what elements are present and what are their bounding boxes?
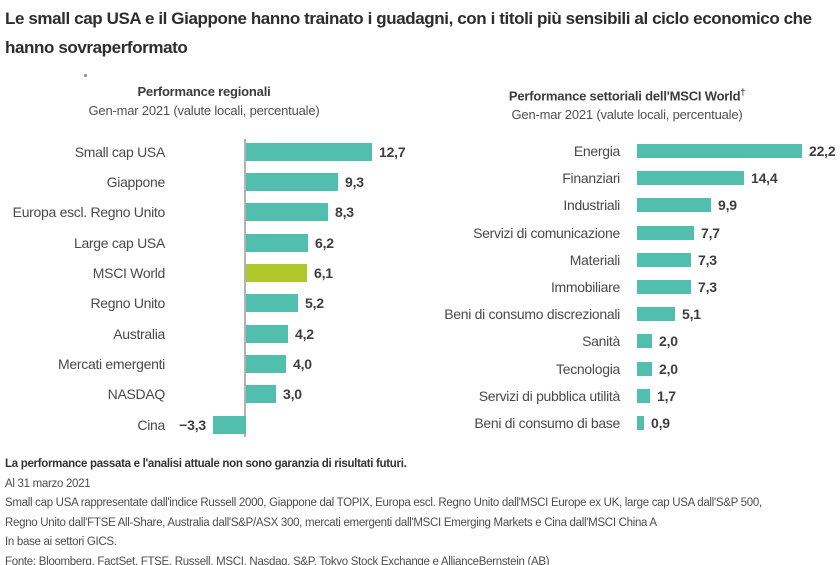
bar [637,388,650,403]
category-label: Servizi di pubblica utilità [478,387,621,404]
footnotes: La performance passata e l'analisi attua… [5,455,838,565]
value-label: 0,9 [651,415,670,431]
value-label: 3,0 [283,386,302,403]
category-label: Tecnologia [556,360,620,377]
bar [246,233,308,252]
footnote-line: Regno Unito dall'FTSE All-Share, Austral… [5,516,657,529]
bar [246,324,288,343]
category-label: Materiali [569,251,621,268]
category-label: Cina [137,416,165,433]
value-label: 6,1 [314,264,333,281]
bar [637,334,652,349]
category-label: Beni di consumo di base [474,415,620,431]
value-label: −3,3 [179,416,206,433]
bar [637,144,802,158]
category-label: Immobiliare [550,279,620,295]
value-label: 2,0 [659,360,678,377]
value-label: 2,0 [659,333,678,350]
footnote-line: In base ai settori GICS. [5,536,117,549]
bar [637,416,644,430]
category-label: Europa escl. Regno Unito [12,204,166,221]
bar [246,354,286,373]
category-label: Sanità [582,333,620,350]
left-chart-title: Performance regionali [137,84,271,99]
right-chart-subtitle: Gen-mar 2021 (valute locali, percentuale… [511,107,743,123]
bar [246,142,372,161]
bar [246,263,307,282]
right-chart-title: Performance settoriali dell'MSCI World† [447,84,807,104]
category-label: Giappone [106,173,166,190]
value-label: 6,2 [315,234,334,251]
footnote-line: Al 31 marzo 2021 [5,477,91,490]
category-label: Industriali [563,197,620,214]
disclaimer-line: La performance passata e l'analisi attua… [5,458,407,470]
regional-performance-chart: Small cap USA 12,7 Giappone 9,3 Europa escl.… [0,136,840,448]
dagger-footnote-mark: † [740,87,746,97]
bar [637,225,694,240]
value-label: 4,0 [293,355,312,372]
zero-axis-line [244,139,246,437]
bar [213,415,246,434]
bar [246,172,338,191]
value-label: 22,2 [809,143,836,159]
category-label: Servizi di comunicazione [473,224,620,241]
bar [246,203,328,222]
category-label: Mercati emergenti [58,355,165,372]
value-label: 7,7 [701,224,720,241]
category-label: Energia [573,143,620,159]
bar [637,307,675,322]
value-label: 8,3 [335,204,354,221]
value-label: 12,7 [379,143,406,160]
sector-performance-chart: Energia 22,2 Finanziari 14,4 Industriali 9,9 S… [0,137,840,439]
bar [637,252,691,267]
value-label: 9,3 [345,173,364,190]
category-label: Large cap USA [73,234,165,251]
category-label: Finanziari [562,170,620,187]
category-label: Australia [113,325,165,342]
value-label: 9,9 [718,197,737,214]
figure-title: Le small cap USA e il Giappone hanno tra… [5,9,812,57]
value-label: 7,3 [698,251,717,268]
right-chart-header: Performance settoriali dell'MSCI World† … [447,84,807,123]
bar [637,280,691,294]
value-label: 5,1 [682,306,701,323]
left-chart-header: Performance regionali Gen-mar 2021 (valu… [34,84,374,119]
bar [637,198,711,213]
category-label: Regno Unito [90,295,165,312]
category-label: NASDAQ [107,386,166,403]
value-label: 4,2 [295,325,314,342]
bar [246,294,298,313]
bar [246,385,276,404]
value-label: 1,7 [657,387,676,404]
value-label: 7,3 [698,279,717,295]
right-chart-title-text: Performance settoriali dell'MSCI World [508,88,741,104]
bar [637,171,744,186]
bar [637,361,652,376]
category-label: Small cap USA [74,143,166,160]
value-label: 14,4 [751,170,778,187]
left-chart-subtitle: Gen-mar 2021 (valute locali, percentuale… [88,103,320,118]
value-label: 5,2 [305,295,324,312]
footnote-line: Small cap USA rappresentate dall'indice … [5,497,762,510]
source-line: Fonte: Bloomberg, FactSet, FTSE, Russell… [5,555,550,565]
stray-dot [84,74,87,77]
category-label: MSCI World [92,264,166,281]
category-label: Beni di consumo discrezionali [444,306,620,323]
